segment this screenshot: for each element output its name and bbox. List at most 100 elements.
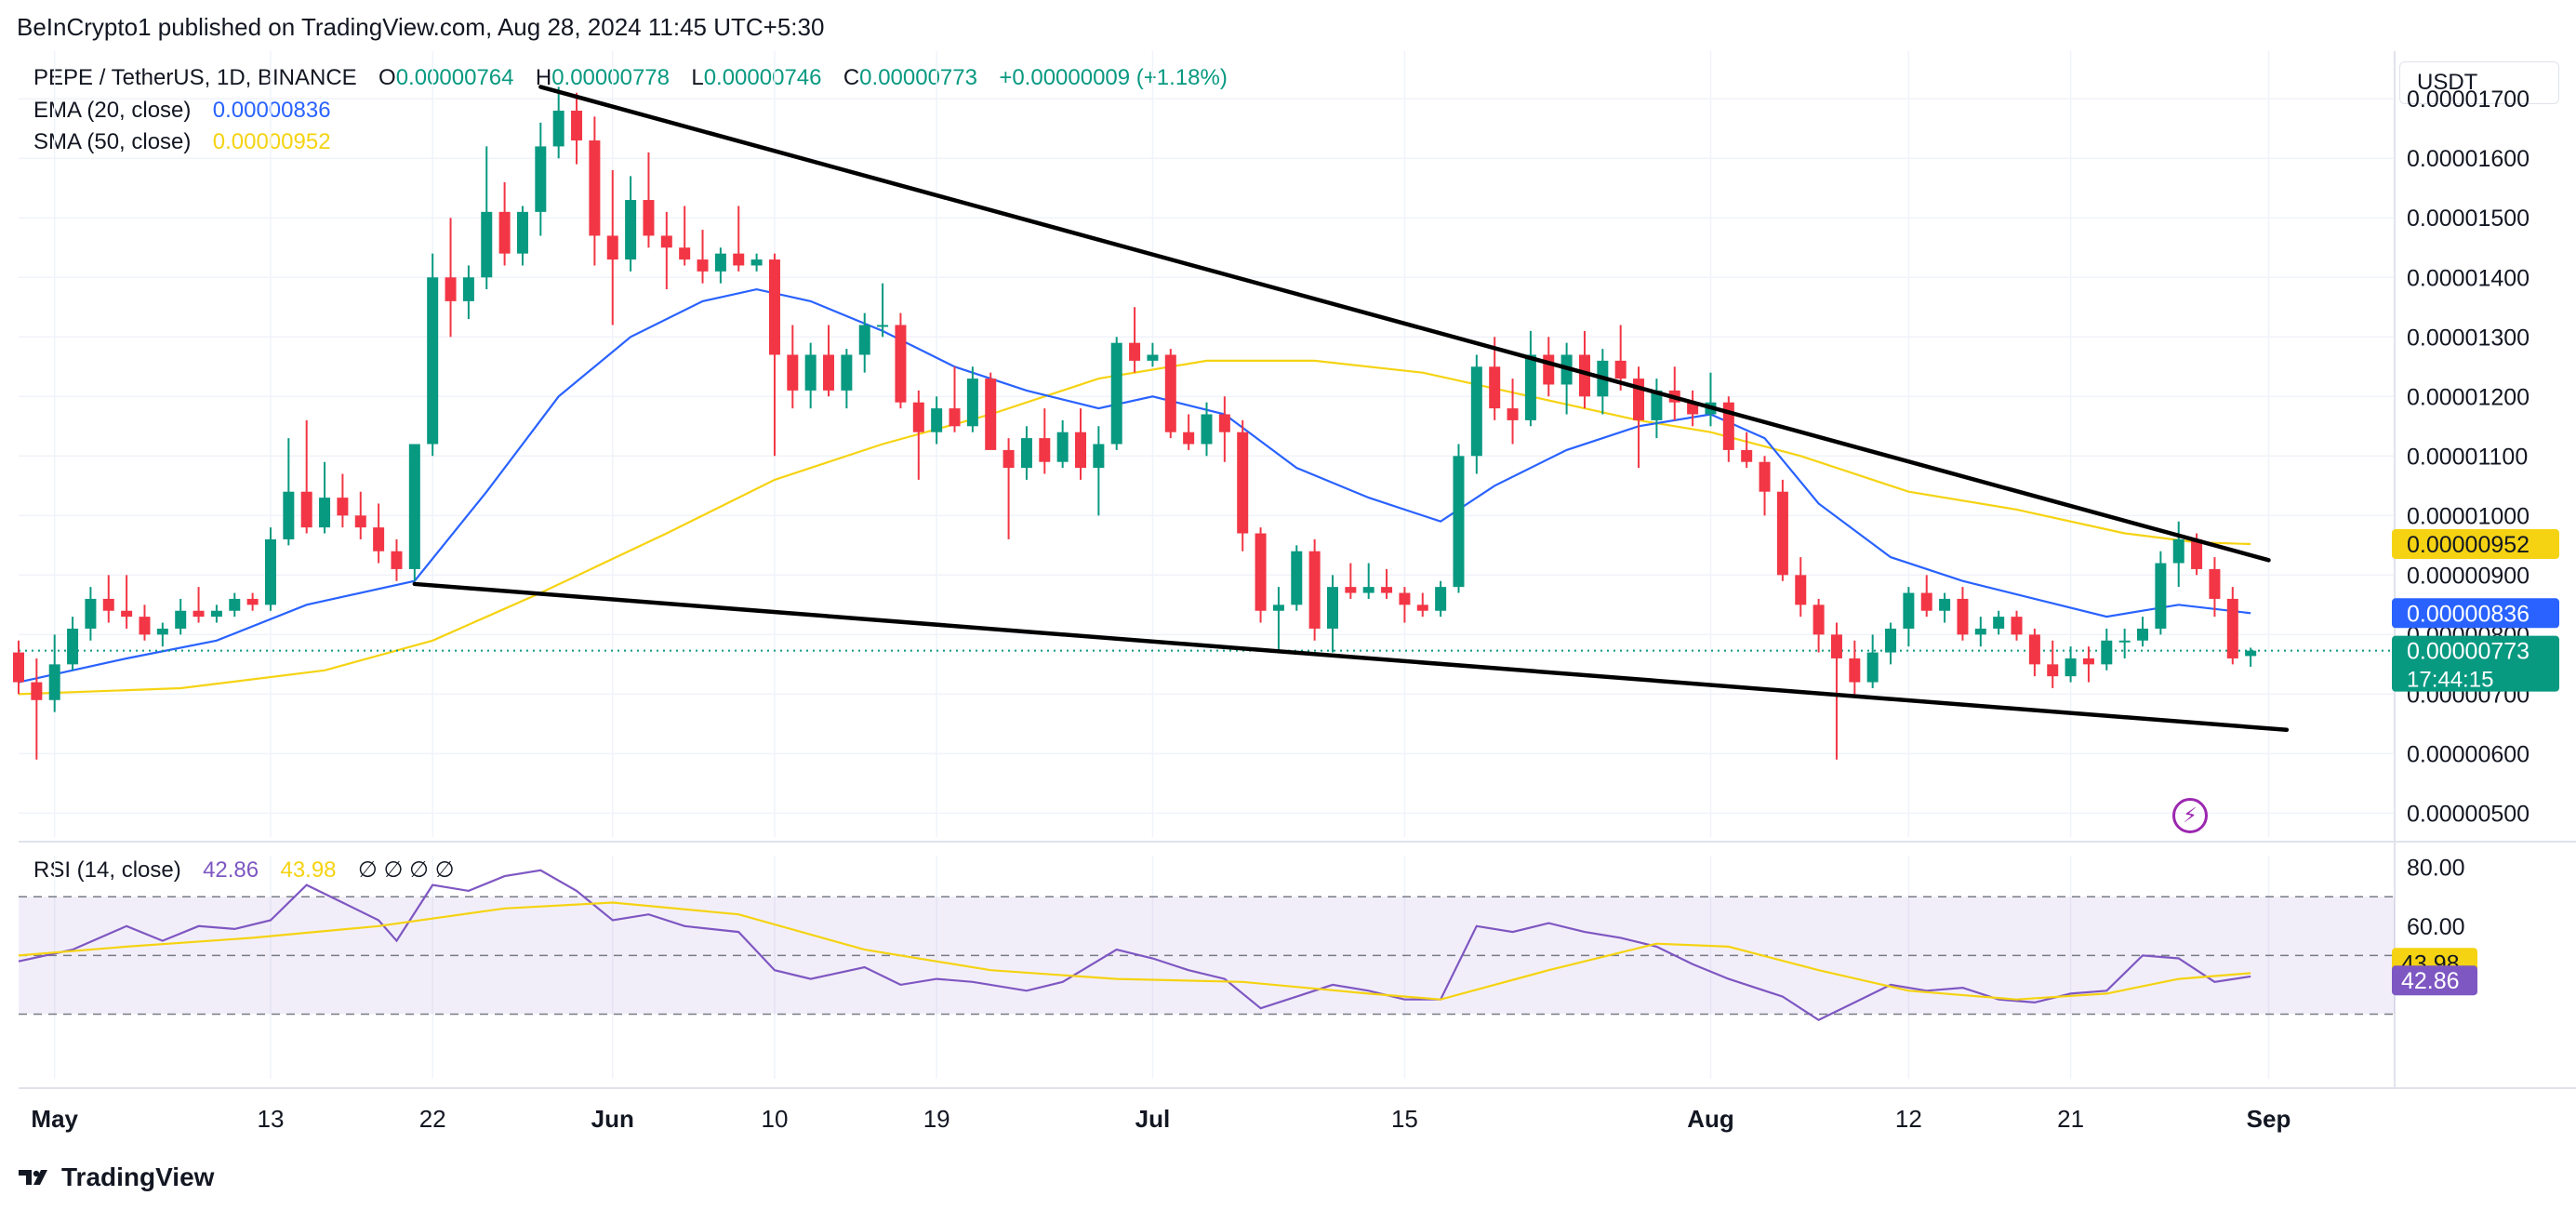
sma-legend[interactable]: SMA (50, close) 0.00000952 (33, 129, 331, 155)
candle-body (949, 408, 961, 427)
candle-body (1326, 587, 1338, 629)
candle-body (535, 146, 547, 212)
y-axis-tick-label: 0.00000900 (2407, 563, 2530, 589)
rsi-price-label: 42.86 (2401, 968, 2460, 994)
price-label-box (2392, 529, 2559, 560)
rsi-band-fill (19, 897, 2395, 1015)
sma-value: 0.00000952 (212, 129, 331, 154)
x-axis-tick-label: 19 (923, 1105, 950, 1133)
ema-label: EMA (20, close) (33, 98, 192, 123)
y-axis-tick-label: 0.00000500 (2407, 801, 2530, 827)
low-label: L (691, 65, 704, 90)
candle-body (1093, 444, 1105, 469)
candle-body (1020, 438, 1032, 469)
candle-body (445, 277, 457, 301)
candle-body (787, 354, 799, 391)
candle-body (1920, 592, 1932, 611)
candle-body (354, 515, 366, 528)
candle-body (823, 354, 835, 391)
candle-body (1687, 402, 1699, 415)
candle-body (175, 610, 187, 629)
candle-body (1614, 360, 1627, 379)
candle-body (2101, 640, 2113, 665)
rsi-extra-values: ∅ ∅ ∅ ∅ (357, 857, 455, 883)
y-axis-tick-label: 0.00001600 (2407, 146, 2530, 172)
candle-body (1237, 432, 1249, 534)
ema-line (18, 287, 2251, 684)
y-axis-tick-label: 0.00001400 (2407, 265, 2530, 291)
rsi-legend[interactable]: RSI (14, close) 42.86 43.98 ∅ ∅ ∅ ∅ (33, 857, 455, 884)
candle-body (102, 598, 114, 611)
rsi-ma-value: 43.98 (280, 857, 337, 883)
candle-body (1308, 551, 1321, 629)
ema-legend[interactable]: EMA (20, close) 0.00000836 (33, 98, 331, 124)
y-axis-tick-label: 0.00001700 (2407, 86, 2530, 113)
rsi_ma-line (18, 901, 2251, 1001)
y-axis-tick-label: 0.00001200 (2407, 384, 2530, 410)
candle-body (85, 598, 97, 629)
candle-body (1651, 390, 1663, 420)
sma-line (18, 359, 2251, 696)
tradingview-logo[interactable]: TradingView (17, 1162, 214, 1192)
candle-body (1201, 414, 1213, 445)
candle-body (985, 379, 997, 450)
candle-body (1993, 617, 2005, 629)
close-value: 0.00000773 (859, 65, 977, 90)
candle-body (697, 259, 709, 272)
candle-body (337, 498, 349, 516)
candle-body (283, 491, 295, 539)
candle-body (714, 253, 726, 272)
flash-icon[interactable]: ⚡ (2172, 798, 2208, 833)
candle-body (139, 617, 151, 635)
candle-body (841, 354, 853, 391)
trendline-upper[interactable] (538, 85, 2271, 563)
tradingview-logo-icon (19, 1170, 47, 1185)
high-label: H (535, 65, 552, 90)
rsi-axis-tick-label: 60.00 (2407, 914, 2465, 940)
low-value: 0.00000746 (703, 65, 822, 90)
candle-body (1524, 354, 1536, 420)
x-axis-tick-label: 13 (258, 1105, 285, 1133)
candle-body (1147, 354, 1159, 361)
candle-body (1543, 354, 1555, 385)
candle-body (1957, 598, 1969, 635)
candle-body (1110, 342, 1122, 445)
candle-body (427, 277, 439, 445)
candle-body (481, 211, 493, 278)
candle-body (2137, 628, 2149, 641)
price-label-box (2392, 598, 2559, 629)
rsi-value: 42.86 (203, 857, 259, 883)
candle-body (966, 379, 978, 427)
currency-button[interactable]: USDT (2399, 61, 2559, 104)
candle-body (1974, 628, 1986, 635)
candle-body (516, 211, 528, 254)
candle-body (2155, 563, 2167, 629)
candle-body (1812, 604, 1825, 635)
candle-body (2172, 538, 2184, 564)
price-label: 0.00000773 (2407, 639, 2530, 665)
open-label: O (378, 65, 396, 90)
price-label: 0.00000952 (2407, 532, 2530, 558)
candle-body (1399, 592, 1411, 605)
trendline-lower[interactable] (412, 581, 2290, 733)
candle-body (1776, 491, 1788, 576)
candle-body (67, 628, 79, 665)
candle-body (912, 402, 924, 432)
x-axis-tick-label: 21 (2057, 1105, 2084, 1133)
candle-body (1453, 456, 1465, 588)
candle-body (1218, 414, 1230, 432)
x-axis-tick-label: Aug (1687, 1105, 1734, 1133)
candle-body (156, 628, 168, 635)
candle-body (2065, 658, 2077, 677)
y-axis-tick-label: 0.00001300 (2407, 325, 2530, 351)
candle-body (1795, 575, 1807, 605)
candle-body (625, 200, 637, 260)
candle-body (31, 682, 43, 700)
sma-label: SMA (50, close) (33, 129, 192, 154)
x-axis-tick-label: Jul (1135, 1105, 1171, 1133)
high-value: 0.00000778 (551, 65, 670, 90)
symbol-name[interactable]: PEPE / TetherUS, 1D, BINANCE (33, 65, 357, 90)
candle-body (606, 235, 618, 260)
price-label: 0.00000836 (2407, 601, 2530, 627)
